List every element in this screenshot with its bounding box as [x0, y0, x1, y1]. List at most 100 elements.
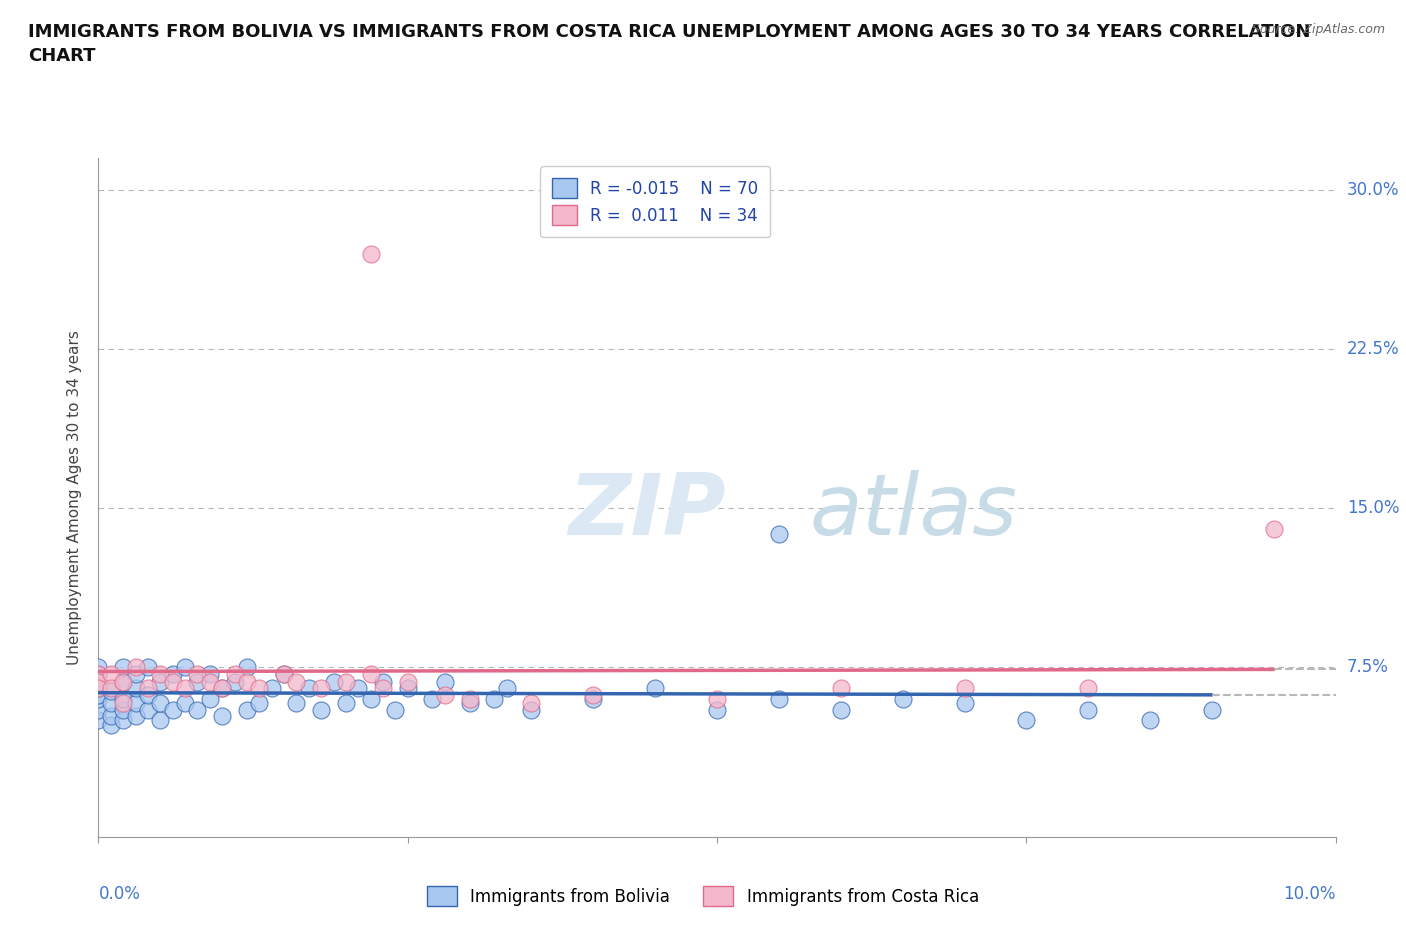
Point	[706, 702, 728, 717]
Point	[768, 526, 790, 541]
Point	[236, 674, 259, 689]
Point	[124, 660, 146, 675]
Text: IMMIGRANTS FROM BOLIVIA VS IMMIGRANTS FROM COSTA RICA UNEMPLOYMENT AMONG AGES 30: IMMIGRANTS FROM BOLIVIA VS IMMIGRANTS FR…	[28, 23, 1310, 65]
Point	[198, 674, 221, 689]
Point	[309, 681, 332, 696]
Point	[136, 660, 159, 675]
Point	[87, 687, 110, 702]
Point	[224, 666, 246, 681]
Point	[136, 687, 159, 702]
Point	[236, 660, 259, 675]
Point	[87, 666, 110, 681]
Point	[371, 681, 394, 696]
Legend: R = -0.015    N = 70, R =  0.011    N = 34: R = -0.015 N = 70, R = 0.011 N = 34	[540, 166, 770, 237]
Legend: Immigrants from Bolivia, Immigrants from Costa Rica: Immigrants from Bolivia, Immigrants from…	[420, 880, 986, 912]
Point	[162, 702, 184, 717]
Point	[198, 692, 221, 707]
Point	[211, 681, 233, 696]
Point	[1077, 681, 1099, 696]
Point	[953, 681, 976, 696]
Point	[149, 674, 172, 689]
Point	[87, 681, 110, 696]
Point	[112, 702, 135, 717]
Point	[247, 681, 270, 696]
Point	[124, 709, 146, 724]
Point	[582, 687, 605, 702]
Point	[273, 666, 295, 681]
Point	[87, 713, 110, 728]
Text: 22.5%: 22.5%	[1347, 340, 1399, 358]
Point	[484, 692, 506, 707]
Point	[100, 696, 122, 711]
Point	[706, 692, 728, 707]
Point	[149, 666, 172, 681]
Point	[186, 666, 208, 681]
Point	[112, 696, 135, 711]
Point	[1077, 702, 1099, 717]
Point	[830, 681, 852, 696]
Point	[174, 660, 197, 675]
Point	[384, 702, 406, 717]
Point	[768, 692, 790, 707]
Point	[124, 696, 146, 711]
Point	[458, 692, 481, 707]
Point	[149, 696, 172, 711]
Text: Source: ZipAtlas.com: Source: ZipAtlas.com	[1251, 23, 1385, 36]
Point	[360, 246, 382, 261]
Point	[100, 684, 122, 698]
Point	[112, 674, 135, 689]
Point	[87, 681, 110, 696]
Point	[1263, 522, 1285, 537]
Point	[582, 692, 605, 707]
Point	[87, 674, 110, 689]
Point	[112, 674, 135, 689]
Point	[136, 681, 159, 696]
Point	[174, 681, 197, 696]
Point	[1201, 702, 1223, 717]
Point	[211, 709, 233, 724]
Point	[112, 692, 135, 707]
Point	[830, 702, 852, 717]
Text: 30.0%: 30.0%	[1347, 181, 1399, 199]
Point	[433, 674, 456, 689]
Point	[112, 713, 135, 728]
Point	[100, 709, 122, 724]
Point	[162, 674, 184, 689]
Point	[433, 687, 456, 702]
Text: 10.0%: 10.0%	[1284, 884, 1336, 902]
Point	[396, 681, 419, 696]
Point	[260, 681, 283, 696]
Y-axis label: Unemployment Among Ages 30 to 34 years: Unemployment Among Ages 30 to 34 years	[67, 330, 83, 665]
Point	[87, 702, 110, 717]
Text: ZIP: ZIP	[568, 470, 727, 552]
Point	[520, 702, 543, 717]
Point	[273, 666, 295, 681]
Point	[87, 674, 110, 689]
Point	[224, 674, 246, 689]
Point	[1015, 713, 1038, 728]
Point	[1139, 713, 1161, 728]
Point	[322, 674, 344, 689]
Point	[520, 696, 543, 711]
Point	[186, 702, 208, 717]
Text: 7.5%: 7.5%	[1347, 658, 1389, 676]
Point	[112, 660, 135, 675]
Point	[298, 681, 321, 696]
Point	[87, 666, 110, 681]
Point	[458, 696, 481, 711]
Text: 15.0%: 15.0%	[1347, 499, 1399, 517]
Point	[347, 681, 370, 696]
Point	[124, 666, 146, 681]
Point	[247, 696, 270, 711]
Point	[644, 681, 666, 696]
Point	[162, 666, 184, 681]
Point	[309, 702, 332, 717]
Point	[87, 692, 110, 707]
Point	[236, 702, 259, 717]
Text: 0.0%: 0.0%	[98, 884, 141, 902]
Point	[124, 681, 146, 696]
Point	[396, 674, 419, 689]
Point	[87, 660, 110, 675]
Point	[360, 692, 382, 707]
Point	[174, 696, 197, 711]
